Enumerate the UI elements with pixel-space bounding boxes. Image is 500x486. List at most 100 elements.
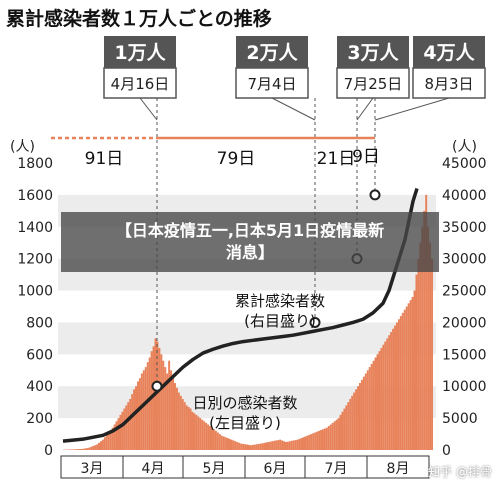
daily-bar [156, 341, 159, 450]
daily-bar [80, 449, 83, 450]
month-label: 6月 [264, 461, 287, 477]
right-tick-label: 45000 [442, 156, 487, 172]
right-tick-label: 15000 [442, 347, 487, 363]
daily-bar [74, 449, 77, 450]
daily-bar [175, 387, 178, 450]
headline-overlay: 【日本疫情五一,日本5月1日疫情最新 消息】 [61, 212, 439, 272]
overlay-line-2: 消息】 [225, 243, 274, 262]
daily-bar [207, 424, 210, 450]
daily-bar [119, 414, 122, 450]
milestone-date-box [336, 67, 410, 99]
daily-bar [201, 419, 204, 450]
daily-bar [101, 439, 104, 450]
daily-bar [236, 442, 239, 450]
daily-bar [78, 449, 81, 450]
daily-bar [357, 386, 359, 450]
milestone-marker [151, 380, 163, 392]
daily-bar [261, 443, 264, 450]
daily-bar [98, 442, 100, 450]
daily-bar [249, 445, 252, 450]
daily-bar [203, 421, 206, 450]
milestone-label: 2万人 [246, 42, 298, 64]
daily-bar [183, 402, 186, 450]
daily-bar [360, 379, 363, 450]
daily-bar [105, 434, 108, 450]
daily-bar [396, 322, 398, 450]
daily-bar [419, 242, 422, 450]
left-tick-label: 1000 [17, 284, 53, 300]
daily-bar [283, 441, 285, 450]
daily-bar [86, 448, 89, 450]
daily-bar [146, 362, 149, 450]
daily-bar [70, 449, 73, 450]
daily-bar [144, 367, 147, 450]
daily-bar [353, 392, 356, 450]
daily-bar [308, 434, 311, 450]
daily-bar [423, 210, 426, 450]
daily-bar [181, 398, 184, 450]
milestone-label-box [337, 36, 409, 68]
daily-bar [343, 408, 346, 450]
milestone-label-box [236, 36, 308, 68]
right-tick-label: 10000 [442, 379, 487, 395]
daily-bar [224, 437, 227, 450]
daily-bar [413, 290, 416, 450]
daily-bar [401, 312, 404, 450]
daily-bar [425, 194, 428, 450]
daily-bar [431, 258, 433, 450]
daily-bar [341, 411, 344, 450]
daily-bar [335, 419, 338, 450]
daily-bar [117, 418, 120, 450]
daily-bar [187, 406, 190, 450]
daily-bar [205, 422, 208, 450]
daily-bar [380, 347, 383, 450]
left-axis-unit: (人) [10, 139, 35, 155]
daily-bar [372, 360, 375, 450]
daily-bar [193, 413, 196, 450]
daily-bar [279, 439, 282, 450]
daily-bar [115, 421, 118, 450]
daily-bar [277, 440, 280, 450]
daily-bar [160, 354, 163, 450]
daily-bar [368, 367, 371, 450]
milestone-label: 4万人 [423, 42, 475, 64]
daily-bar [376, 354, 379, 450]
daily-bar [403, 309, 406, 450]
milestone-label-box [104, 36, 176, 68]
milestone-marker [309, 316, 321, 328]
right-tick-label: 30000 [442, 252, 487, 268]
month-label: 4月 [142, 461, 165, 477]
daily-bar [265, 442, 268, 450]
daily-bar [244, 444, 247, 450]
daily-bar [304, 436, 307, 450]
daily-bar [384, 341, 387, 450]
daily-bar [92, 446, 95, 450]
daily-bar [137, 381, 139, 450]
daily-bar [199, 418, 202, 450]
daily-bar [185, 405, 188, 450]
right-tick-label: 20000 [442, 315, 487, 331]
daily-bar [172, 376, 174, 450]
daily-bar [133, 389, 136, 450]
daily-bar [337, 418, 340, 450]
interval-label: 9日 [352, 147, 380, 167]
daily-bar [113, 424, 116, 450]
month-label: 8月 [387, 461, 410, 477]
month-label: 5月 [203, 461, 226, 477]
daily-bar [255, 444, 258, 450]
daily-bar [218, 434, 221, 450]
milestone-label-box [413, 36, 485, 68]
left-tick-label: 600 [26, 347, 53, 363]
right-tick-label: 5000 [442, 411, 478, 427]
daily-bar [345, 405, 348, 450]
daily-bar [90, 446, 93, 450]
daily-bar [267, 442, 270, 450]
daily-bar [290, 440, 293, 450]
milestone-date: 8月3日 [424, 75, 473, 93]
daily-bar [263, 442, 266, 450]
daily-bar [152, 346, 155, 450]
daily-bar [170, 370, 173, 450]
daily-bar [411, 296, 414, 450]
interval-label: 91日 [85, 149, 124, 169]
